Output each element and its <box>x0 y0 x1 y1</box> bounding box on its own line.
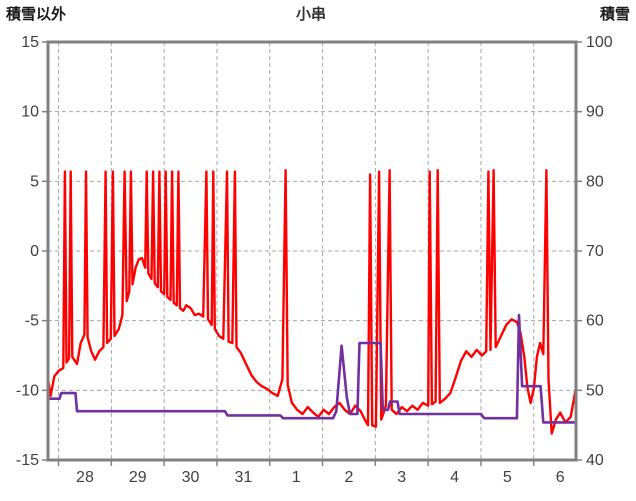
x-axis-label: 5 <box>503 469 512 486</box>
left-tick-label: -10 <box>16 382 39 399</box>
left-tick-label: -15 <box>16 452 39 469</box>
series-purple-line <box>46 313 578 424</box>
left-axis-title: 積雪以外 <box>5 5 66 23</box>
right-tick-label: 80 <box>586 173 604 190</box>
series-layer <box>46 168 578 435</box>
chart-title: 小串 <box>296 5 326 23</box>
x-axis-label: 6 <box>556 469 565 486</box>
left-tick-label: 0 <box>30 243 39 260</box>
x-axis-label: 3 <box>397 469 406 486</box>
x-axis-label: 2 <box>345 469 354 486</box>
left-tick-label: 10 <box>21 104 39 121</box>
right-tick-label: 60 <box>586 313 604 330</box>
plot-border <box>46 40 578 462</box>
left-tick-label: -5 <box>25 313 39 330</box>
right-tick-label: 70 <box>586 243 604 260</box>
left-tick-label: 5 <box>30 173 39 190</box>
x-axis-label: 4 <box>450 469 459 486</box>
left-tick-label: 15 <box>21 34 39 51</box>
x-axis-label: 30 <box>182 469 200 486</box>
x-axis-label: 28 <box>76 469 94 486</box>
right-tick-label: 50 <box>586 382 604 399</box>
right-tick-label: 90 <box>586 104 604 121</box>
right-tick-label: 100 <box>586 34 613 51</box>
plot-border-rect <box>46 40 578 462</box>
x-axis-label: 1 <box>292 469 301 486</box>
series-red-line <box>46 168 578 435</box>
x-axis-label: 29 <box>129 469 147 486</box>
right-tick-label: 40 <box>586 452 604 469</box>
x-axis-label: 31 <box>234 469 252 486</box>
right-axis-title: 積雪 <box>599 5 630 23</box>
